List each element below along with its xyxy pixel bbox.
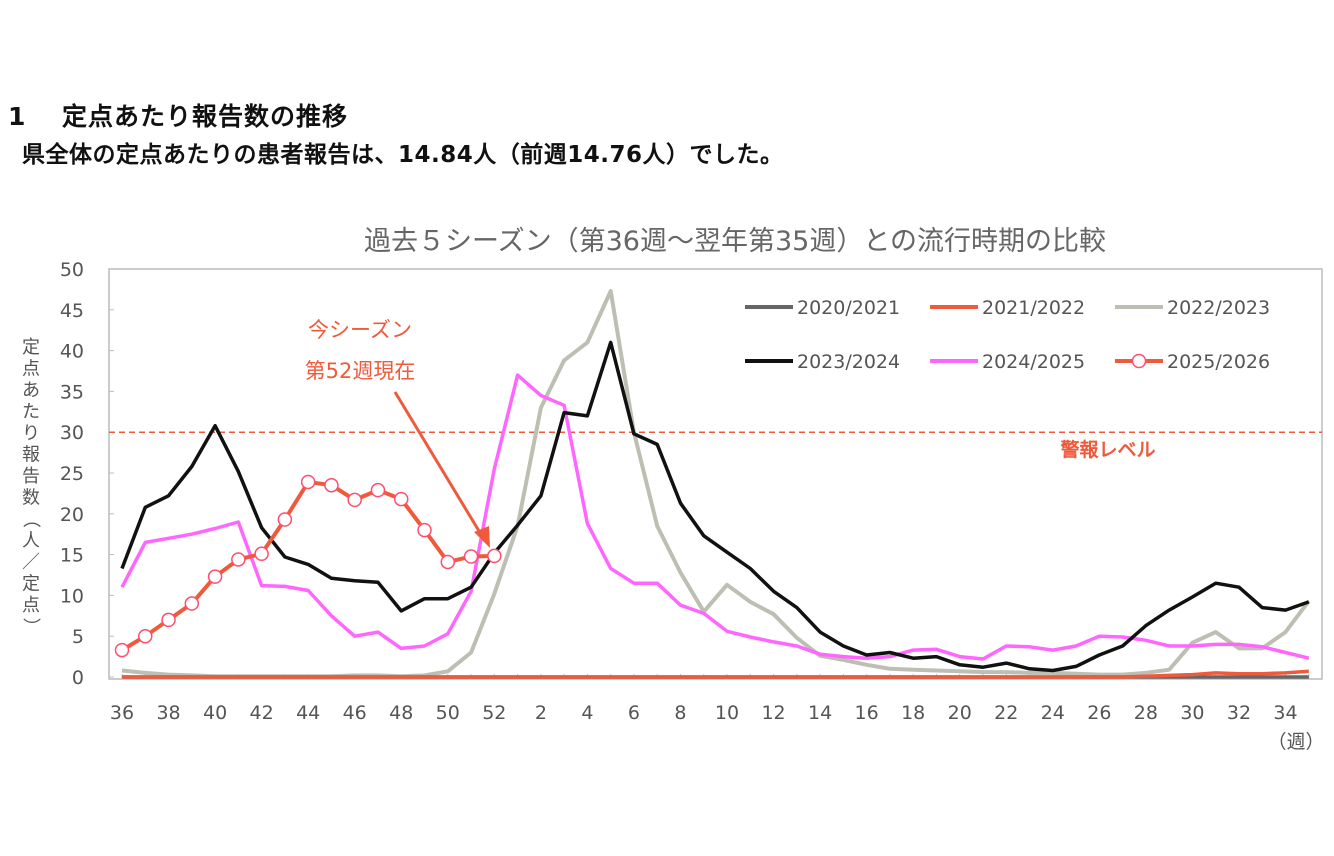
data-point-2025-2026 bbox=[277, 512, 293, 527]
x-tick-label: 14 bbox=[808, 702, 832, 724]
annotation-line2: 第52週現在 bbox=[305, 359, 416, 383]
plot-frame bbox=[108, 268, 1323, 680]
data-point-2025-2026 bbox=[393, 491, 409, 507]
y-label-char: （ bbox=[20, 510, 41, 528]
x-tick-label: 12 bbox=[761, 702, 785, 724]
y-tick-label: 0 bbox=[72, 667, 84, 689]
x-tick-label: 44 bbox=[296, 702, 320, 724]
legend-label: 2022/2023 bbox=[1167, 297, 1270, 319]
data-point-2025-2026 bbox=[207, 569, 223, 584]
data-point-2025-2026 bbox=[347, 492, 362, 508]
y-tick-label: 30 bbox=[60, 422, 84, 444]
legend-marker bbox=[1131, 353, 1147, 369]
data-point-2025-2026 bbox=[161, 612, 176, 628]
x-tick-label: 46 bbox=[343, 702, 367, 724]
x-axis-label: （週） bbox=[1267, 731, 1324, 753]
y-label-char: 定 bbox=[22, 574, 40, 595]
y-label-char: 告 bbox=[22, 466, 40, 487]
x-axis: 36 38 40 42 44 46 48 50 52 2 4 6 8 10 12 14 16 18 20 22 24 26… bbox=[110, 674, 1310, 724]
annotation-arrow bbox=[393, 391, 484, 537]
legend-label: 2023/2024 bbox=[797, 351, 900, 373]
chart-title: 過去５シーズン（第36週～翌年第35週）との流行時期の比較 bbox=[364, 226, 1106, 257]
data-point-2025-2026 bbox=[254, 546, 269, 562]
series-line-2021-2022 bbox=[122, 669, 1309, 679]
y-label-char: た bbox=[22, 402, 40, 423]
x-tick-label: 28 bbox=[1134, 702, 1158, 724]
annotation-line1: 今シーズン bbox=[308, 318, 412, 342]
x-tick-label: 22 bbox=[994, 702, 1018, 724]
x-tick-label: 40 bbox=[203, 702, 227, 724]
y-label-char: 点 bbox=[22, 595, 40, 616]
series-line-2023-2024 bbox=[120, 340, 1310, 673]
x-tick-label: 42 bbox=[250, 702, 274, 724]
data-point-2025-2026 bbox=[440, 554, 456, 570]
y-tick-label: 35 bbox=[60, 381, 84, 403]
y-axis-label: 定点あたり報告数（人／定点） bbox=[20, 337, 41, 636]
y-label-char: 定 bbox=[22, 337, 40, 358]
series-line-2024-2025 bbox=[120, 373, 1310, 661]
data-point-2025-2026 bbox=[300, 474, 316, 490]
data-point-2025-2026 bbox=[184, 596, 200, 611]
x-tick-label: 52 bbox=[482, 702, 506, 724]
warning-level-label: 警報レベル bbox=[1060, 438, 1155, 461]
x-tick-label: 26 bbox=[1087, 702, 1111, 724]
y-tick-label: 15 bbox=[60, 545, 84, 567]
data-point-2025-2026 bbox=[324, 477, 339, 493]
x-tick-label: 6 bbox=[628, 702, 640, 724]
y-tick-label: 45 bbox=[60, 300, 84, 322]
x-tick-label: 10 bbox=[715, 702, 739, 724]
x-tick-label: 38 bbox=[156, 702, 180, 724]
legend-label: 2020/2021 bbox=[797, 297, 900, 319]
y-label-char: ／ bbox=[22, 552, 40, 573]
legend: 2020/2021 2021/2022 2022/2023 2023/2024 2024… bbox=[745, 297, 1270, 373]
y-label-char: 点 bbox=[22, 359, 40, 380]
y-axis: 0 5 10 15 20 25 30 35 40 45 50 bbox=[60, 259, 114, 689]
y-label-char: 報 bbox=[22, 445, 40, 466]
y-label-char: り bbox=[22, 423, 40, 444]
y-tick-label: 20 bbox=[60, 504, 84, 526]
data-point-2025-2026 bbox=[487, 548, 502, 564]
x-tick-label: 36 bbox=[110, 702, 134, 724]
y-tick-label: 5 bbox=[72, 626, 84, 648]
x-tick-label: 30 bbox=[1180, 702, 1204, 724]
x-tick-label: 50 bbox=[436, 702, 460, 724]
data-point-2025-2026 bbox=[417, 522, 432, 538]
x-tick-label: 32 bbox=[1227, 702, 1251, 724]
annotation-arrowhead bbox=[474, 526, 490, 548]
series-line-2022-2023 bbox=[121, 289, 1311, 679]
section-number: 1 bbox=[8, 102, 27, 131]
x-tick-label: 4 bbox=[581, 702, 593, 724]
y-label-char: 人 bbox=[22, 531, 40, 552]
y-tick-label: 50 bbox=[60, 259, 84, 281]
legend-label: 2024/2025 bbox=[982, 351, 1085, 373]
series-group bbox=[114, 289, 1311, 679]
x-tick-label: 24 bbox=[1041, 702, 1065, 724]
section-heading: 1 定点あたり報告数の推移 bbox=[8, 97, 348, 133]
y-label-char: あ bbox=[22, 380, 40, 401]
legend-label: 2021/2022 bbox=[982, 297, 1085, 319]
y-label-char: 数 bbox=[22, 488, 40, 509]
x-tick-label: 8 bbox=[674, 702, 686, 724]
x-tick-label: 34 bbox=[1273, 702, 1297, 724]
x-tick-label: 20 bbox=[948, 702, 972, 724]
data-point-2025-2026 bbox=[231, 552, 246, 567]
y-tick-label: 40 bbox=[60, 341, 84, 363]
data-point-2025-2026 bbox=[138, 628, 153, 644]
data-point-2025-2026 bbox=[463, 549, 479, 564]
section-title: 定点あたり報告数の推移 bbox=[62, 102, 349, 131]
y-tick-label: 25 bbox=[60, 463, 84, 485]
data-point-2025-2026 bbox=[114, 642, 130, 658]
x-tick-label: 2 bbox=[535, 702, 547, 724]
y-label-char: ） bbox=[20, 618, 41, 636]
data-point-2025-2026 bbox=[370, 482, 386, 498]
summary-text: 県全体の定点あたりの患者報告は、14.84人（前週14.76人）でした。 bbox=[22, 142, 784, 168]
legend-label: 2025/2026 bbox=[1167, 351, 1270, 373]
x-tick-label: 16 bbox=[855, 702, 879, 724]
y-tick-label: 10 bbox=[60, 585, 84, 607]
x-tick-label: 18 bbox=[901, 702, 925, 724]
x-tick-label: 48 bbox=[389, 702, 413, 724]
